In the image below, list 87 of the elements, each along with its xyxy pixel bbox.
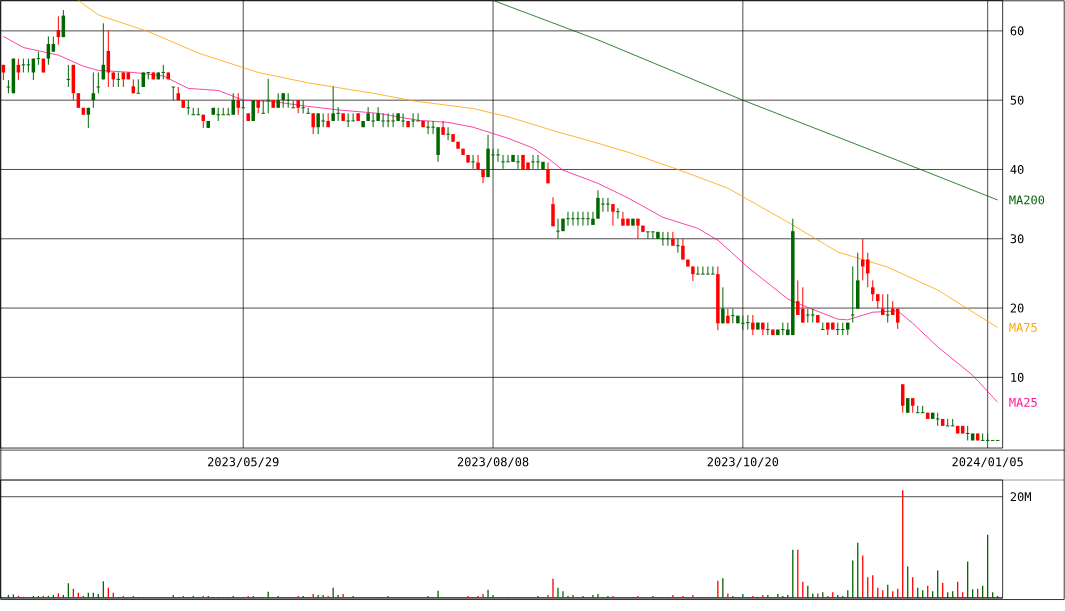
candlestick [585,211,591,227]
candlestick [410,112,416,128]
candlestick [415,112,421,122]
candlestick [400,112,406,128]
y-tick-label: 10 [1011,372,1024,382]
candlestick [171,86,176,101]
candlestick [660,231,666,247]
candlestick [980,432,985,441]
candlestick [500,154,506,170]
x-tick-label: 2024/01/05 [952,457,1023,468]
candlestick [665,231,671,247]
candlestick [236,92,240,116]
candlestick [695,265,701,275]
candlestick [605,197,611,213]
candlestick [385,112,391,128]
line-series [77,0,999,328]
candlestick [136,78,141,94]
candlestick [311,112,315,135]
candlestick [565,211,571,227]
candlestick [615,207,621,220]
x-tick-label: 2023/10/20 [707,457,779,468]
series-label: MA75 [1009,322,1037,332]
candlestick [300,99,306,114]
candlestick [530,154,536,170]
candlestick [730,308,736,324]
candlestick [721,286,725,324]
candlestick [515,154,521,170]
line-series [492,0,999,201]
candlestick [370,112,376,128]
y-tick-label: 20M [1010,492,1031,502]
candlestick [470,154,476,170]
candlestick [335,106,341,122]
candlestick [476,154,480,170]
y-tick-label: 50 [1010,95,1024,105]
candlestick [705,265,711,275]
candlestick [580,211,586,227]
candlestick [885,293,890,324]
y-tick-label: 30 [1010,234,1024,244]
candlestick [850,265,856,324]
candlestick [551,196,555,227]
candlestick [555,218,561,240]
candlestick [700,265,706,275]
candlestick [835,322,841,336]
candlestick [251,99,255,122]
line-series [3,35,999,403]
candlestick [591,211,595,226]
candlestick [265,78,271,114]
candlestick [186,99,191,116]
candlestick [570,211,576,227]
candlestick [765,322,771,336]
candlestick [535,154,541,170]
candlestick [116,71,121,88]
candlestick [650,231,656,240]
candlestick [726,308,730,324]
series-label: MA200 [1009,195,1045,205]
candlestick [745,314,751,330]
candlestick [260,99,266,114]
candlestick [285,92,291,109]
candlestick [681,238,685,260]
candlestick [345,112,351,128]
candlestick [390,112,396,128]
candlestick [425,120,431,135]
candlestick [36,51,41,66]
candlestick [751,314,755,336]
candlestick [505,154,511,163]
x-tick-label: 2023/08/08 [457,457,529,468]
candlestick [985,432,990,441]
candlestick [691,265,695,282]
candlestick [675,238,681,254]
candlestick [710,265,716,275]
y-tick-label: 60 [1010,26,1024,36]
candlestick [780,322,786,336]
candlestick [96,71,101,94]
candlestick [350,112,356,122]
y-tick-label: 40 [1010,164,1024,174]
candlestick [840,322,846,336]
y-tick-label: 20 [1010,303,1024,313]
candlestick [495,148,501,163]
candlestick [380,112,386,128]
x-tick-label: 2023/05/29 [208,457,279,468]
series-label: MA25 [1009,397,1037,407]
candlestick [66,64,71,88]
candlestick [645,231,651,240]
candlestick [671,231,675,247]
candlestick [611,203,615,227]
candlestick [445,126,451,141]
candlestick [575,211,581,227]
